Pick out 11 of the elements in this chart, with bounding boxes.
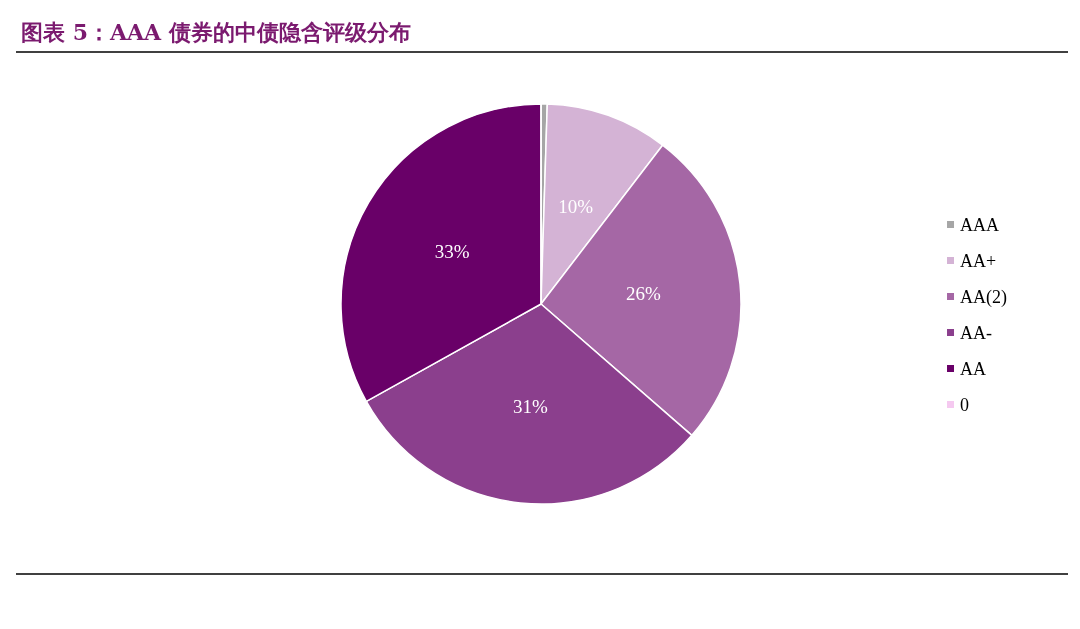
legend-label: AA — [960, 358, 987, 379]
data-label: 33% — [434, 241, 470, 263]
data-label: 10% — [558, 196, 594, 218]
legend-label: AA(2) — [960, 286, 1008, 308]
data-label: 31% — [512, 395, 548, 417]
legend-label: 0 — [960, 394, 970, 415]
legend-label: AA+ — [960, 250, 997, 271]
legend-label: AA- — [960, 322, 993, 343]
chart-title: 图表 5：AAA 债券的中债隐含评级分布 — [21, 19, 411, 45]
data-label: 26% — [626, 283, 662, 305]
legend-label: AAA — [960, 214, 1000, 235]
